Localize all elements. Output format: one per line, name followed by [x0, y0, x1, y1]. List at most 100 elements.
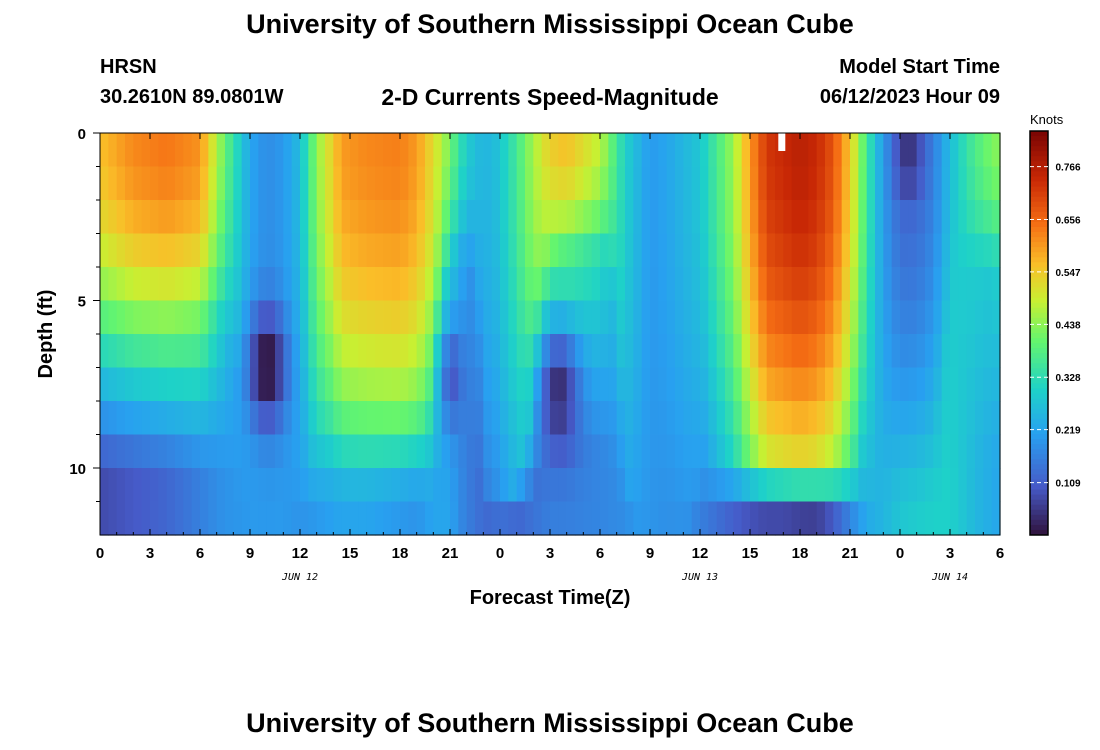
heat-cell — [633, 233, 643, 268]
heat-cell — [800, 401, 809, 436]
heat-cell — [258, 468, 268, 503]
heat-cell — [983, 468, 993, 503]
heat-cell — [633, 300, 643, 335]
heat-cell — [266, 367, 276, 402]
heat-cell — [733, 334, 743, 369]
heat-cell — [933, 233, 943, 268]
heat-cell — [991, 233, 1001, 268]
heat-cell — [283, 133, 293, 168]
heat-cell — [966, 267, 976, 302]
heat-cell — [541, 334, 551, 369]
heat-cell — [150, 233, 159, 268]
heat-cell — [666, 468, 676, 503]
heat-cell — [100, 166, 109, 201]
heat-cell — [541, 133, 551, 168]
heat-cell — [383, 401, 393, 436]
heat-cell — [166, 334, 176, 369]
heat-cell — [841, 401, 851, 436]
x-tick-label: 3 — [546, 545, 554, 562]
heat-cell — [566, 401, 576, 436]
heat-cell — [950, 166, 959, 201]
heat-cell — [550, 267, 559, 302]
heat-cell — [566, 468, 576, 503]
heat-cell — [816, 401, 826, 436]
colorbar-segment — [1030, 439, 1048, 445]
heat-cell — [100, 501, 109, 536]
heat-cell — [583, 133, 593, 168]
heat-cell — [966, 200, 976, 235]
heat-cell — [741, 334, 751, 369]
colorbar-segment — [1030, 141, 1048, 147]
heat-cell — [233, 401, 243, 436]
heat-cell — [716, 401, 726, 436]
heat-cell — [716, 468, 726, 503]
heat-cell — [366, 267, 376, 302]
heat-cell — [391, 434, 401, 469]
x-tick-label: 15 — [342, 545, 359, 562]
heat-cell — [983, 434, 993, 469]
heat-cell — [758, 468, 768, 503]
heat-cell — [408, 233, 418, 268]
colorbar-segment — [1030, 368, 1048, 374]
heat-cell — [608, 200, 618, 235]
heat-cell — [400, 267, 409, 302]
heat-cell — [416, 267, 426, 302]
heat-cell — [175, 334, 184, 369]
heat-cell — [766, 434, 776, 469]
heat-cell — [425, 401, 434, 436]
heat-cell — [216, 501, 226, 536]
heat-cell — [575, 434, 584, 469]
heat-cell — [558, 233, 568, 268]
heat-cell — [491, 300, 501, 335]
heat-cell — [875, 434, 884, 469]
heat-cell — [866, 468, 876, 503]
station-coordinates: 30.2610N 89.0801W — [100, 86, 284, 108]
heat-cell — [125, 300, 134, 335]
heat-cell — [175, 434, 184, 469]
heat-cell — [241, 468, 251, 503]
heat-cell — [516, 267, 526, 302]
colorbar-segment — [1030, 499, 1048, 506]
colorbar-segment — [1030, 166, 1048, 172]
heat-cell — [333, 133, 343, 168]
heat-cell — [300, 367, 309, 402]
heat-cell — [508, 267, 518, 302]
heat-cell — [758, 166, 768, 201]
heat-cell — [683, 468, 693, 503]
heat-cell — [891, 468, 901, 503]
heat-cell — [483, 401, 493, 436]
heat-cell — [900, 233, 909, 268]
heat-cell — [383, 300, 393, 335]
heat-cell — [725, 468, 734, 503]
heat-cell — [333, 468, 343, 503]
heat-cell — [366, 434, 376, 469]
heat-cell — [933, 501, 943, 536]
heat-cell — [500, 367, 509, 402]
heat-cell — [308, 434, 318, 469]
heat-cell — [208, 434, 218, 469]
heat-cell — [641, 334, 651, 369]
heat-cell — [808, 468, 818, 503]
heat-cell — [825, 200, 834, 235]
heat-cell — [291, 401, 301, 436]
heat-cell — [991, 434, 1001, 469]
heat-cell — [750, 468, 759, 503]
heat-cell — [741, 501, 751, 536]
heat-cell — [100, 200, 109, 235]
page-title: University of Southern Mississippi Ocean… — [246, 9, 854, 39]
heat-cell — [733, 133, 743, 168]
date-label: JUN 14 — [931, 572, 968, 583]
heat-cell — [625, 166, 634, 201]
heat-cell — [108, 468, 118, 503]
colorbar-tick-label: 0.438 — [1055, 320, 1080, 331]
heat-cell — [433, 401, 443, 436]
heat-cell — [983, 233, 993, 268]
heat-cell — [700, 468, 709, 503]
heat-cell — [258, 133, 268, 168]
x-tick-label: 3 — [146, 545, 154, 562]
heat-cell — [358, 300, 368, 335]
heat-cell — [383, 334, 393, 369]
heat-cell — [333, 501, 343, 536]
colorbar-segment — [1030, 428, 1048, 435]
heat-cell — [291, 267, 301, 302]
